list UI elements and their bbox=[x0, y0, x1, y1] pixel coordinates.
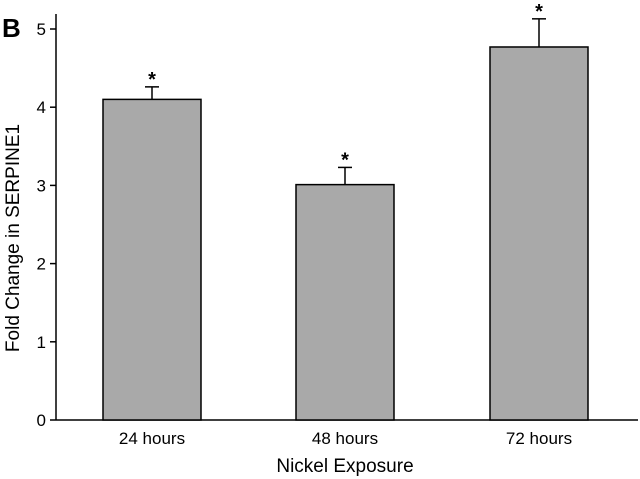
x-axis-title: Nickel Exposure bbox=[276, 456, 413, 477]
y-tick-label: 4 bbox=[37, 98, 46, 117]
significance-marker: * bbox=[535, 1, 543, 23]
panel-label: B bbox=[2, 13, 21, 43]
y-tick-label: 3 bbox=[37, 176, 46, 195]
x-tick-label: 48 hours bbox=[312, 429, 378, 448]
bar bbox=[295, 183, 395, 421]
significance-marker: * bbox=[148, 69, 156, 91]
y-tick-label: 1 bbox=[37, 333, 46, 352]
y-tick-label: 2 bbox=[37, 255, 46, 274]
significance-marker: * bbox=[341, 149, 349, 171]
bar bbox=[489, 46, 589, 421]
y-tick-label: 0 bbox=[37, 411, 46, 430]
x-tick-label: 72 hours bbox=[506, 429, 572, 448]
y-tick-label: 5 bbox=[37, 20, 46, 39]
y-axis: 0 1 2 3 4 5 bbox=[37, 14, 57, 430]
bars-group: * * * bbox=[102, 1, 589, 421]
bar bbox=[102, 98, 202, 421]
y-axis-title: Fold Change in SERPINE1 bbox=[3, 124, 24, 352]
x-tick-label: 24 hours bbox=[119, 429, 185, 448]
x-axis: 24 hours 48 hours 72 hours bbox=[56, 419, 638, 448]
